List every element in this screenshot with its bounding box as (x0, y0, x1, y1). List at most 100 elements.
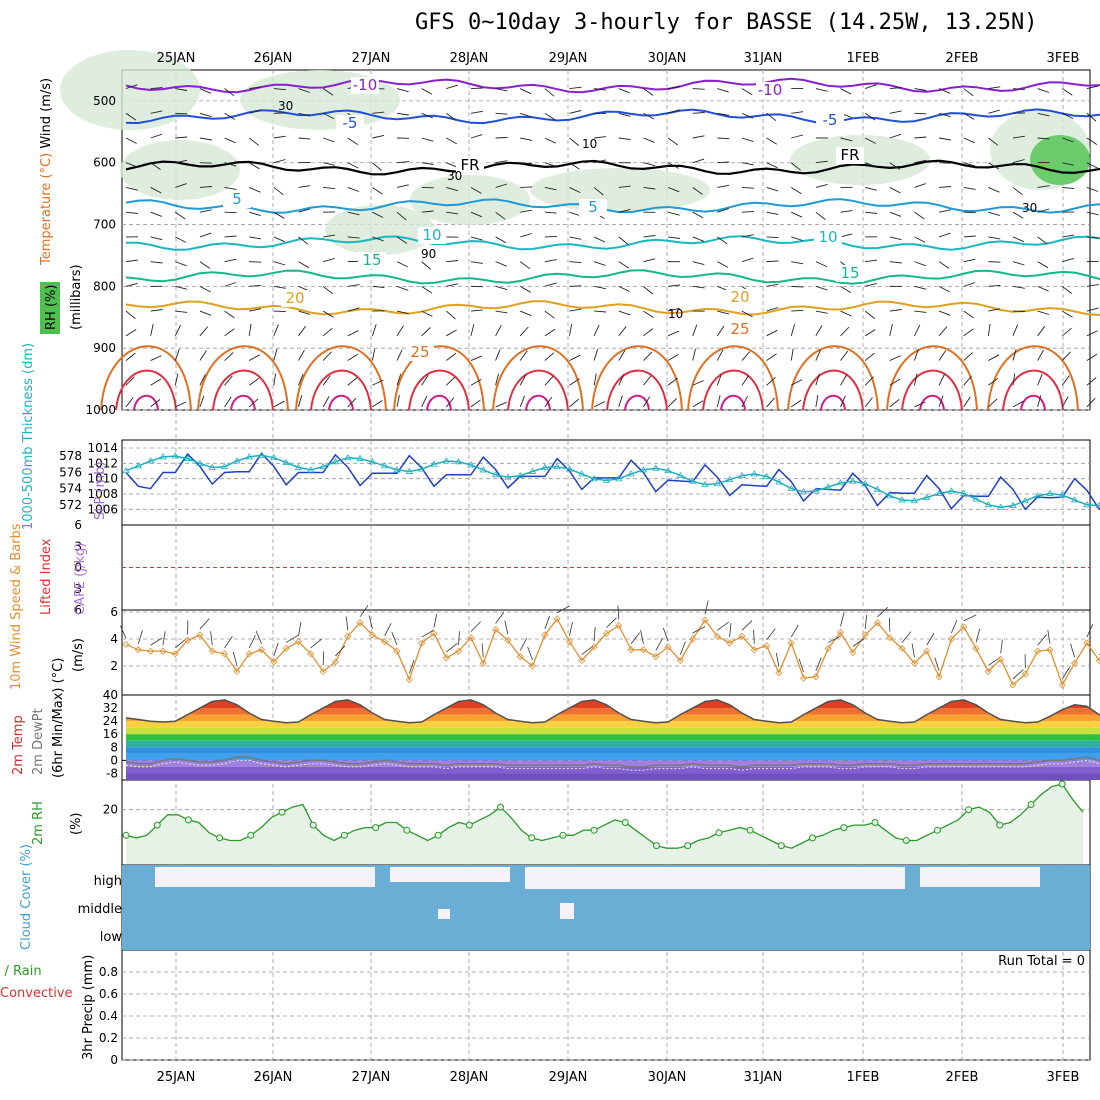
wind-barb (569, 621, 573, 636)
wind-barb (556, 605, 570, 614)
wind-barb (717, 184, 730, 188)
contour-label-bg (836, 147, 864, 164)
wind-barb (519, 374, 527, 386)
temp-band (126, 760, 1100, 767)
wind-barb (298, 374, 304, 386)
wind-barb (630, 632, 640, 645)
date-label-bottom: 30JAN (648, 1070, 687, 1085)
wind-barb (569, 187, 581, 194)
wind-barb (1086, 187, 1099, 192)
wind-barb (224, 112, 236, 120)
wind-speed-marker (960, 623, 968, 631)
wind-speed-marker (319, 667, 327, 675)
wind-barb (224, 88, 235, 97)
wind-barb (963, 396, 971, 408)
wind-barb (569, 261, 582, 264)
wind-barb (975, 628, 981, 643)
wind-barb (667, 109, 680, 114)
wind-barb (495, 183, 508, 188)
wind-speed-marker (196, 631, 204, 639)
rh-marker (1027, 801, 1035, 808)
wind-barb (224, 310, 235, 319)
wind-barb (273, 236, 285, 243)
wind-barb (815, 285, 828, 291)
temp-band (126, 714, 1100, 722)
wind-barb (828, 635, 841, 643)
wind-barb (470, 399, 481, 408)
wind-barb (125, 397, 134, 408)
wind-speed-marker (344, 632, 352, 640)
wind-barb (840, 310, 852, 317)
wind-barb (643, 187, 656, 190)
wind-barb (125, 211, 138, 214)
wind-barb (692, 236, 705, 242)
wind-barb (372, 187, 383, 195)
wind-barb (175, 236, 187, 243)
thickness-marker (627, 470, 635, 477)
wind-barb (519, 350, 528, 361)
contour-label: 5 (232, 190, 242, 208)
wind-barb (199, 209, 212, 213)
isotherm-30-loop (606, 369, 668, 411)
wind-barb (1086, 211, 1099, 216)
wind-barb (815, 310, 828, 314)
wind-barb (716, 349, 724, 361)
cloud-clear (560, 903, 574, 919)
date-label-top: 1FEB (847, 51, 880, 66)
contour-label: 25 (410, 343, 429, 361)
temp-band (126, 773, 1100, 780)
wind-barb (667, 187, 680, 193)
thickness-marker (898, 496, 906, 503)
wind-speed-marker (750, 646, 758, 654)
wind-barb (273, 159, 286, 164)
thickness-marker (319, 462, 327, 470)
wind-barb (273, 642, 279, 657)
thickness-marker (134, 462, 143, 469)
wind-speed-marker (639, 646, 647, 654)
thickness-marker (553, 462, 561, 470)
pressure-tick: 700 (93, 218, 116, 232)
wind-barb (865, 259, 878, 263)
date-label-bottom: 2FEB (946, 1070, 979, 1085)
wind-barb (717, 310, 730, 315)
wind-barb (544, 352, 555, 361)
dewpt-line (125, 756, 1100, 768)
wind-barb (495, 88, 508, 92)
wind-barb (667, 398, 677, 408)
wind-speed-marker (824, 644, 832, 653)
wind-barb (372, 236, 384, 242)
pressure-axis-label: Temperature (°C) Wind (m/s) (39, 78, 54, 266)
isotherm-line (126, 235, 1100, 251)
date-label-top: 29JAN (549, 51, 588, 66)
wind-barb (692, 112, 705, 114)
wind-barb (248, 398, 259, 408)
thickness-marker (368, 458, 377, 465)
contour-label: -10 (353, 76, 378, 94)
wind-barb (1061, 327, 1072, 337)
thickness-marker (208, 463, 216, 470)
wind-barb (791, 134, 804, 139)
wind-barb (766, 236, 779, 239)
thickness-marker (947, 487, 956, 494)
wind-speed-marker (442, 654, 450, 662)
wind-barb (938, 326, 948, 337)
wind-speed-marker (270, 658, 278, 666)
wind-barb (569, 323, 573, 336)
wind-barb (174, 373, 179, 386)
wind-barb (372, 400, 383, 408)
wind-barb (150, 309, 163, 312)
wind-barb (372, 134, 385, 139)
rh-marker (996, 821, 1004, 829)
isotherm-30-loop (212, 369, 274, 411)
thickness-marker (528, 467, 537, 474)
temp-band (126, 740, 1100, 748)
thickness-marker (1033, 492, 1042, 499)
wind-barb (766, 307, 779, 312)
wind-barb (544, 88, 555, 97)
wind-barb (1062, 162, 1075, 166)
wind-barb (692, 380, 704, 386)
wind-barb (322, 651, 325, 666)
wind-barb (520, 285, 531, 293)
cloud-clear (920, 867, 1040, 887)
rh-marker (777, 842, 785, 850)
